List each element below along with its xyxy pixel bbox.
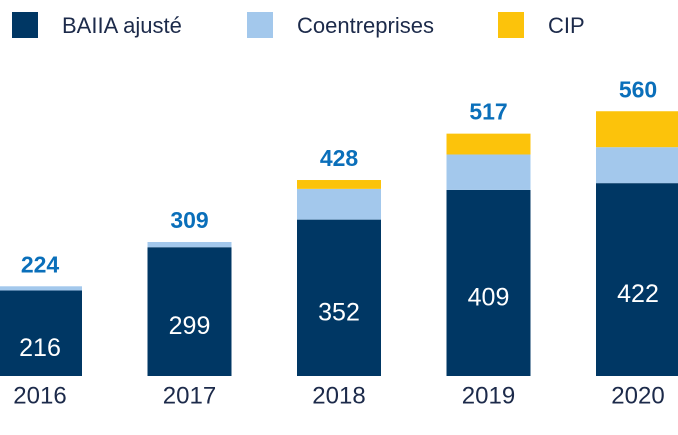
- legend-label: Coentreprises: [297, 13, 434, 38]
- bar-segment: [0, 286, 82, 291]
- bar-segment: [446, 133, 531, 155]
- x-tick-label: 2018: [312, 382, 365, 409]
- legend-label: BAIIA ajusté: [62, 13, 182, 38]
- bar-value-label: 422: [617, 280, 659, 308]
- total-label: 224: [21, 251, 60, 277]
- x-tick-label: 2020: [611, 382, 664, 409]
- plot-area: [0, 111, 678, 376]
- bar-value-label: 299: [169, 312, 211, 340]
- bar-segment: [147, 247, 232, 376]
- bar-value-label: 409: [468, 284, 510, 312]
- bar-segment: [596, 111, 678, 148]
- total-label: 428: [320, 145, 359, 171]
- legend-swatch: [498, 12, 524, 38]
- legend-swatch: [12, 12, 38, 38]
- x-tick-label: 2017: [163, 382, 216, 409]
- bar-value-label: 352: [318, 298, 360, 326]
- legend-swatch: [247, 12, 273, 38]
- bar-segment: [297, 219, 381, 376]
- bar-segment: [297, 180, 381, 189]
- total-label: 309: [170, 207, 208, 233]
- bar-segment: [446, 189, 531, 376]
- total-label: 560: [619, 76, 657, 102]
- legend-label: CIP: [548, 13, 585, 38]
- bar-segment: [446, 154, 531, 190]
- bar-segment: [297, 188, 381, 220]
- bar-segment: [596, 147, 678, 184]
- bar-segment: [147, 242, 232, 248]
- x-tick-label: 2016: [13, 382, 66, 409]
- total-label: 517: [469, 99, 507, 125]
- bar-segment: [596, 183, 678, 376]
- bar-segment: [0, 290, 82, 376]
- x-tick-label: 2019: [462, 382, 515, 409]
- bar-value-label: 216: [19, 334, 61, 362]
